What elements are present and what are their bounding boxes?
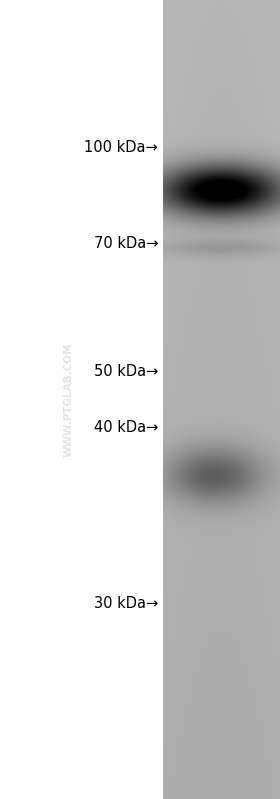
Text: 30 kDa→: 30 kDa→ (94, 596, 158, 610)
Text: 40 kDa→: 40 kDa→ (94, 420, 158, 435)
Text: 100 kDa→: 100 kDa→ (84, 141, 158, 155)
Text: WWW.PTGLAB.COM: WWW.PTGLAB.COM (64, 342, 73, 457)
Text: 50 kDa→: 50 kDa→ (94, 364, 158, 379)
Text: 70 kDa→: 70 kDa→ (94, 237, 158, 251)
